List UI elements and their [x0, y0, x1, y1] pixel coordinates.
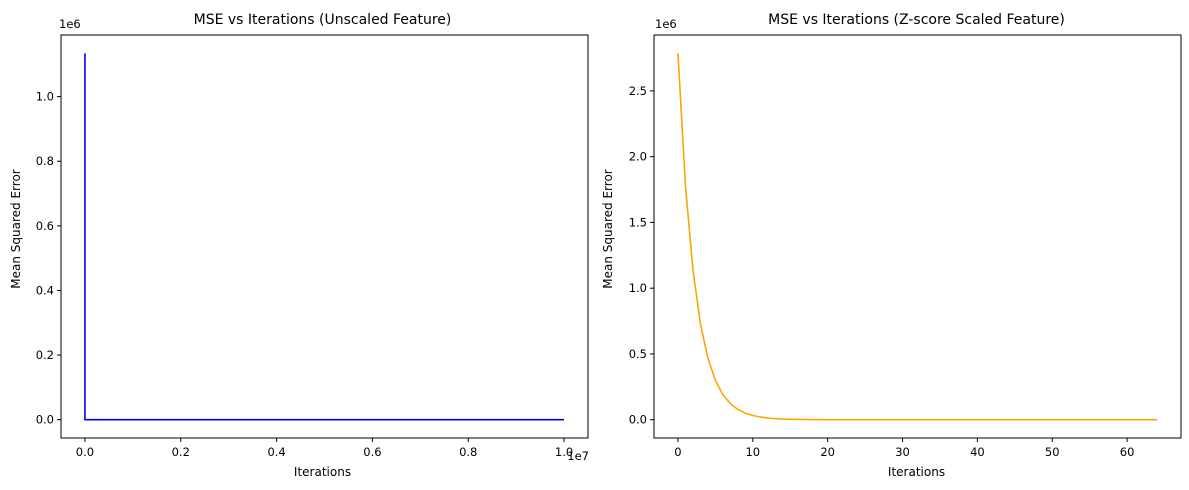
x-tick-label: 30 — [895, 445, 910, 459]
plot-area-frame — [60, 34, 589, 439]
x-offset-label: 1e7 — [567, 449, 589, 463]
y-tick-label: 0.6 — [36, 219, 54, 233]
x-tick-label: 50 — [1045, 445, 1060, 459]
y-tick-label: 1.5 — [629, 215, 647, 229]
x-tick-label: 60 — [1120, 445, 1135, 459]
y-offset-label: 1e6 — [655, 17, 677, 31]
x-tick-label: 0 — [674, 445, 681, 459]
x-axis-label: Iterations — [888, 465, 945, 479]
y-tick-label: 2.5 — [629, 84, 647, 98]
y-axis-label: Mean Squared Error — [9, 169, 23, 289]
y-tick-label: 2.0 — [629, 150, 647, 164]
x-axis-label: Iterations — [294, 465, 351, 479]
x-tick-label: 0.6 — [363, 445, 381, 459]
y-tick-label: 0.2 — [36, 348, 54, 362]
x-tick-label: 1.0 — [555, 445, 573, 459]
y-axis-label: Mean Squared Error — [601, 169, 615, 289]
x-tick-label: 0.4 — [267, 445, 285, 459]
x-tick-label: 0.0 — [76, 445, 94, 459]
y-tick-label: 0.4 — [36, 283, 54, 297]
chart-unscaled: MSE vs Iterations (Unscaled Feature) Mea… — [9, 12, 589, 479]
y-tick-label: 0.0 — [629, 413, 647, 427]
chart-title: MSE vs Iterations (Z-score Scaled Featur… — [768, 12, 1065, 28]
x-tick-label: 10 — [745, 445, 760, 459]
y-tick-label: 0.5 — [629, 347, 647, 361]
y-tick-label: 1.0 — [629, 281, 647, 295]
x-tick-label: 40 — [970, 445, 985, 459]
y-tick-label: 0.0 — [36, 413, 54, 427]
series-line — [677, 53, 1158, 421]
chart-scaled: MSE vs Iterations (Z-score Scaled Featur… — [601, 12, 1182, 479]
x-tick-label: 20 — [820, 445, 835, 459]
x-tick-label: 0.8 — [459, 445, 477, 459]
series-line — [84, 53, 565, 421]
y-tick-label: 1.0 — [36, 90, 54, 104]
y-tick-label: 0.8 — [36, 154, 54, 168]
y-offset-label: 1e6 — [59, 17, 81, 31]
x-tick-label: 0.2 — [172, 445, 190, 459]
plot-area-frame — [653, 34, 1182, 439]
chart-title: MSE vs Iterations (Unscaled Feature) — [194, 12, 452, 28]
plot-marks: 0.0 0.2 0.4 0.6 0.8 1.0 0.0 0.2 0.4 0.6 0.8 1.0 — [36, 53, 573, 459]
plot-marks: 0 10 20 30 40 50 60 0.0 0.5 1.0 1.5 2.0 2.5 — [629, 53, 1158, 459]
